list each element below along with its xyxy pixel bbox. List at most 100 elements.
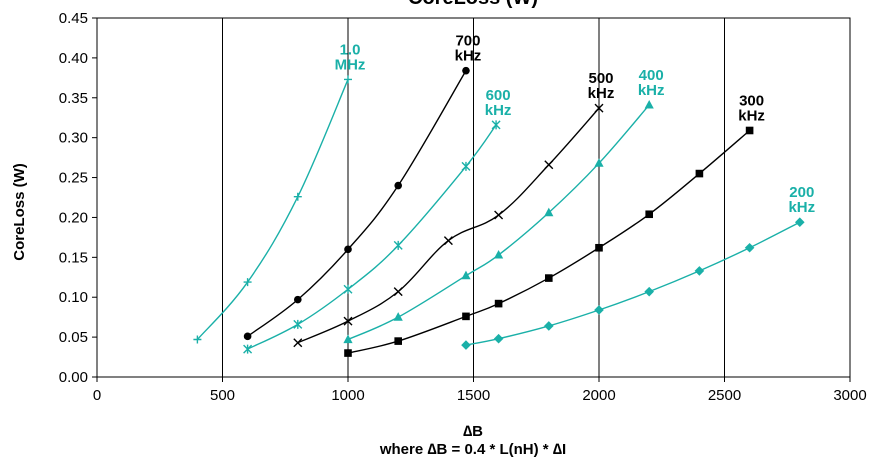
y-tick-label: 0.15 [59, 249, 88, 266]
data-point-star [243, 344, 253, 354]
series-label-line1: 500 [588, 70, 613, 87]
y-tick-label: 0.25 [59, 170, 88, 187]
data-point-diamond [461, 340, 471, 350]
series-line [247, 124, 497, 350]
series-1.0-MHz [193, 75, 352, 344]
data-point-diamond [644, 286, 654, 297]
data-point-square [394, 337, 402, 345]
data-point-circle [462, 66, 470, 75]
data-point-star [491, 120, 501, 130]
data-point-square [645, 210, 653, 219]
y-tick-label: 0.45 [59, 10, 88, 27]
series-label-line2: kHz [788, 199, 815, 216]
data-point-square [595, 243, 603, 252]
x-tick-label: 2000 [582, 387, 615, 404]
series-label-line1: 200 [789, 184, 814, 201]
series-label-line2: kHz [485, 102, 512, 119]
x-axis-title: ∆B [463, 423, 483, 440]
series-label-line1: 600 [486, 87, 511, 104]
data-point-circle [294, 295, 302, 304]
data-point-triangle [461, 270, 471, 280]
series-label-line2: MHz [335, 56, 366, 73]
x-axis-ticks: 0 500 1000 1500 2000 2500 3000 [93, 377, 867, 404]
data-point-square [462, 312, 470, 321]
series-200-kHz [461, 217, 805, 350]
data-point-circle [394, 181, 403, 190]
data-point-cross [544, 160, 554, 170]
series-labels: 1.0MHz700kHz600kHz500kHz400kHz300kHz200k… [335, 33, 816, 217]
data-point-plus [243, 278, 252, 287]
data-point-cross [443, 236, 453, 246]
data-point-cross [393, 287, 403, 297]
y-tick-label: 0.30 [59, 130, 88, 147]
series-label-line2: kHz [738, 107, 765, 124]
series-label-line1: 300 [739, 92, 764, 109]
data-point-plus [293, 192, 302, 201]
x-tick-label: 2500 [708, 387, 741, 404]
series-label-line1: 700 [455, 33, 480, 50]
data-point-square [494, 299, 503, 308]
y-axis-title: CoreLoss (W) [11, 163, 28, 261]
series-label-line1: 1.0 [340, 41, 361, 58]
data-point-triangle [644, 99, 654, 109]
data-point-cross [594, 103, 604, 113]
series-label-line2: kHz [588, 85, 615, 102]
y-tick-label: 0.00 [59, 369, 88, 386]
data-point-diamond [493, 333, 504, 344]
data-point-triangle [343, 334, 353, 344]
data-point-triangle [393, 312, 403, 321]
series-layer [193, 66, 805, 357]
data-point-square [745, 126, 754, 135]
data-point-square [695, 169, 704, 178]
data-point-star [461, 161, 471, 171]
data-point-square [344, 349, 352, 357]
x-tick-label: 1000 [331, 387, 364, 404]
data-point-diamond [694, 266, 705, 276]
x-tick-label: 500 [210, 387, 235, 404]
y-tick-label: 0.20 [59, 209, 88, 226]
data-point-plus [344, 75, 352, 84]
x-tick-label: 3000 [833, 387, 866, 404]
series-line [196, 79, 349, 340]
data-point-square [545, 274, 553, 282]
data-point-cross [293, 338, 303, 348]
x-tick-label: 1500 [457, 387, 490, 404]
x-axis-subtitle: where ∆B = 0.4 * L(nH) * ∆I [379, 441, 566, 458]
y-tick-label: 0.05 [59, 329, 88, 346]
series-500-kHz [293, 103, 604, 348]
data-point-diamond [795, 217, 805, 228]
series-line [297, 107, 600, 344]
series-600-kHz [243, 120, 501, 354]
data-point-plus [193, 335, 202, 344]
data-point-star [293, 319, 303, 329]
data-point-star [393, 240, 403, 250]
data-point-triangle [544, 207, 554, 217]
y-axis-ticks: 0.00 0.05 0.10 0.15 0.20 0.25 0.30 0.35 0.40 0.45 [59, 10, 97, 386]
data-point-circle [243, 332, 252, 341]
data-point-diamond [744, 242, 755, 253]
data-point-circle [344, 245, 352, 254]
series-700-kHz [243, 66, 470, 341]
x-tick-label: 0 [93, 387, 101, 404]
chart-title: CoreLoss (W) [408, 0, 538, 9]
data-point-star [343, 284, 353, 294]
y-tick-label: 0.35 [59, 90, 88, 107]
data-point-triangle [594, 158, 604, 167]
data-point-diamond [544, 321, 554, 331]
series-label-line1: 400 [639, 67, 664, 84]
series-label-line2: kHz [455, 48, 482, 65]
series-line [247, 70, 467, 337]
series-300-kHz [344, 126, 754, 357]
data-point-triangle [494, 249, 504, 259]
data-point-cross [343, 316, 353, 326]
y-tick-label: 0.40 [59, 50, 88, 67]
data-point-cross [494, 210, 504, 220]
series-400-kHz [343, 99, 654, 344]
